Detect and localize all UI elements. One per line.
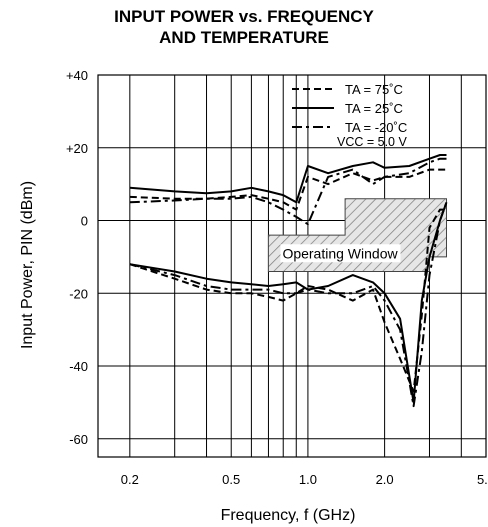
- legend-entry: TA = 75˚C: [345, 82, 403, 97]
- tick-labels: 0.2 0.5 1.0 2.0 5.0 +40 +20 0 -20 -40 -60: [66, 68, 488, 487]
- series-line: [129, 154, 447, 204]
- y-tick-label: +40: [66, 68, 88, 83]
- x-tick-label: 1.0: [299, 472, 317, 487]
- x-tick-label: 0.2: [121, 472, 139, 487]
- x-tick-label: 2.0: [376, 472, 394, 487]
- x-tick-label: 5.0: [477, 472, 488, 487]
- y-tick-label: 0: [81, 214, 88, 229]
- plot-border: [97, 74, 487, 458]
- y-tick-label: -60: [69, 432, 88, 447]
- chart-title-line-1: INPUT POWER vs. FREQUENCY: [114, 7, 374, 26]
- y-tick-label: -20: [69, 286, 88, 301]
- series: [129, 154, 448, 408]
- series-line: [129, 208, 447, 393]
- chart-title-line-2: AND TEMPERATURE: [159, 28, 329, 47]
- x-axis-label: Frequency, f (GHz): [221, 507, 356, 524]
- y-axis-label: Input Power, PIN (dBm): [19, 181, 36, 349]
- x-tick-label: 0.5: [222, 472, 240, 487]
- legend-entry: TA = -20˚C: [345, 120, 407, 135]
- operating-window-label-bg: [280, 244, 401, 263]
- legend-entry: TA = 25˚C: [345, 101, 403, 116]
- plot-frame: [97, 74, 487, 458]
- series-line: [129, 201, 448, 408]
- legend: TA = 75˚C TA = 25˚C TA = -20˚C: [292, 82, 407, 135]
- vcc-annotation: VCC = 5.0 V: [337, 135, 407, 149]
- series-line: [129, 201, 448, 404]
- y-tick-label: +20: [66, 141, 88, 156]
- operating-window-label: Operating Window: [282, 245, 398, 261]
- series-line: [129, 168, 447, 211]
- y-tick-label: -40: [69, 359, 88, 374]
- series-line: [129, 157, 447, 226]
- operating-window: Operating Window: [267, 198, 447, 272]
